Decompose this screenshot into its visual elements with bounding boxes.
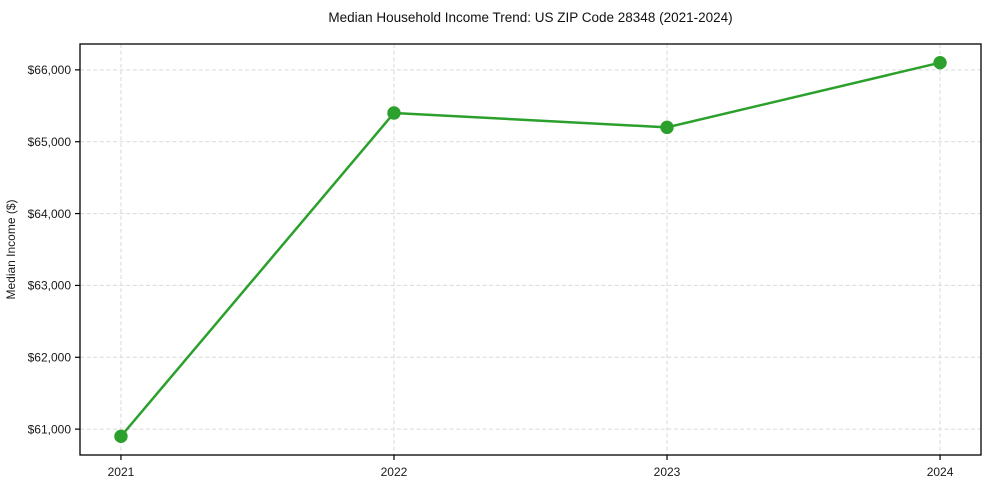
x-tick-label: 2024 bbox=[927, 465, 954, 479]
x-tick-label: 2021 bbox=[108, 465, 135, 479]
y-tick-label: $64,000 bbox=[28, 207, 72, 221]
chart-title: Median Household Income Trend: US ZIP Co… bbox=[328, 10, 732, 25]
y-tick-label: $63,000 bbox=[28, 279, 72, 293]
y-axis-label: Median Income ($) bbox=[4, 199, 18, 299]
x-tick-label: 2023 bbox=[654, 465, 681, 479]
plot-layer: 2021 2022 2023 2024 $61,000 $62,000 $63,000 $64… bbox=[28, 43, 982, 479]
y-tick-label: $65,000 bbox=[28, 135, 72, 149]
plot-border bbox=[79, 43, 982, 456]
trend-line bbox=[119, 61, 942, 438]
x-tick-label: 2022 bbox=[381, 465, 408, 479]
data-point-marker bbox=[387, 106, 401, 120]
data-point-marker bbox=[114, 429, 128, 444]
y-tick-label: $62,000 bbox=[28, 350, 72, 364]
data-point-marker bbox=[660, 120, 674, 135]
y-tick-label: $66,000 bbox=[28, 63, 72, 77]
data-point-marker bbox=[933, 55, 947, 70]
y-tick-label: $61,000 bbox=[28, 422, 72, 436]
